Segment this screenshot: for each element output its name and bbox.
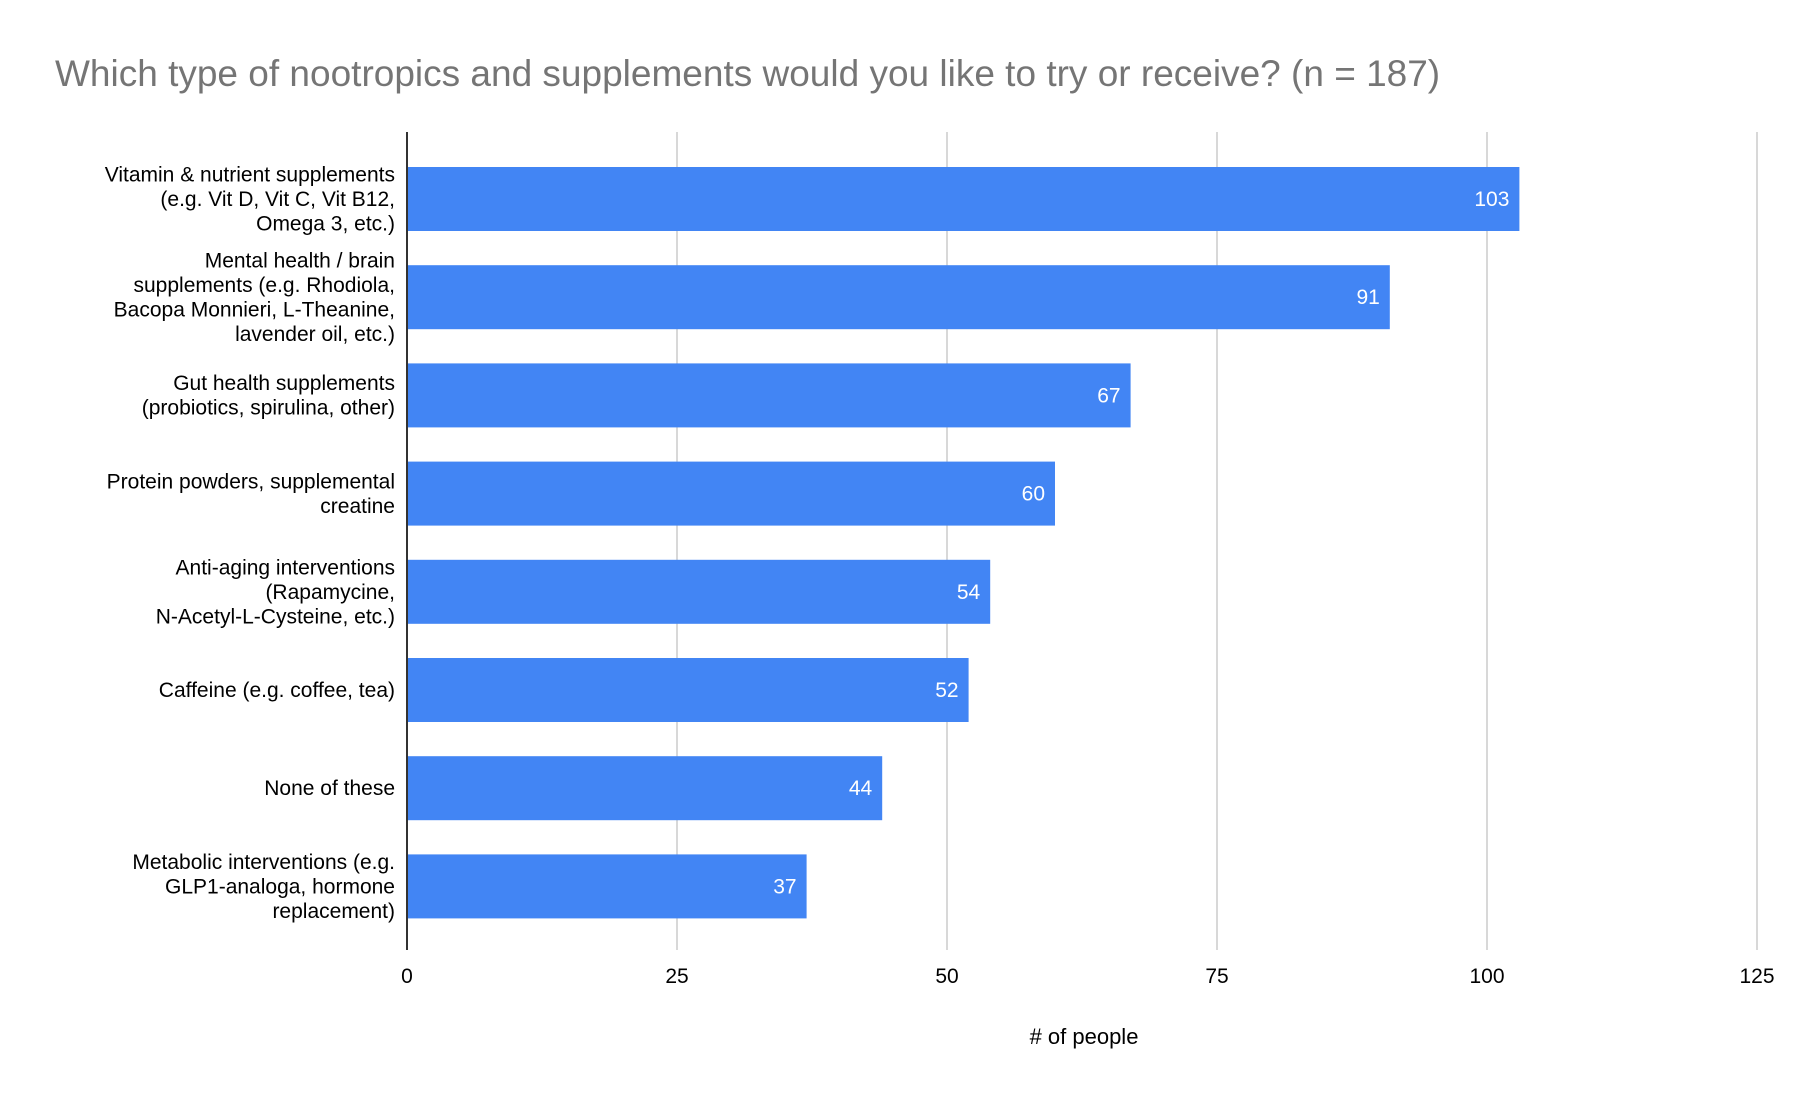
data-label: 44 [849, 777, 873, 800]
category-label: None of these [264, 777, 395, 800]
bar [407, 265, 1390, 330]
chart-title: Which type of nootropics and supplements… [55, 53, 1440, 94]
x-axis-label: # of people [1030, 1024, 1139, 1049]
bar [407, 658, 969, 722]
x-tick-label: 50 [935, 965, 958, 988]
bar [407, 854, 807, 919]
category-label: Metabolic interventions (e.g. GLP1-analog… [132, 851, 395, 923]
bar [407, 167, 1520, 231]
data-label: 37 [773, 875, 796, 898]
data-label: 54 [957, 581, 981, 604]
data-label: 60 [1022, 483, 1045, 506]
category-label: Vitamin & nutrient supplements (e.g. Vit … [105, 164, 395, 236]
data-labels: 103 91 67 60 54 52 44 37 [773, 188, 1509, 898]
bars [407, 167, 1520, 919]
category-label: Gut health supplements (probiotics, spiru… [142, 372, 395, 420]
gridlines [676, 132, 1758, 950]
data-label: 103 [1474, 188, 1509, 211]
bar [407, 363, 1131, 428]
data-label: 91 [1356, 286, 1379, 309]
x-tick-label: 25 [665, 965, 688, 988]
category-label: Anti-aging interventions (Rapamycine, N-Ac… [156, 556, 395, 628]
data-label: 52 [935, 679, 958, 702]
bar [407, 559, 991, 624]
category-label: Protein powders, supplemental creatine [107, 470, 395, 517]
data-label: 67 [1097, 384, 1120, 407]
x-tick-label: 100 [1469, 965, 1504, 988]
x-tick-labels: 0 25 50 75 100 125 [401, 965, 1774, 988]
bar [407, 461, 1055, 526]
bar [407, 756, 883, 821]
x-tick-label: 125 [1739, 965, 1774, 988]
x-tick-label: 0 [401, 965, 413, 988]
x-tick-label: 75 [1205, 965, 1228, 988]
category-label: Mental health / brain supplements (e.g. R… [114, 249, 395, 346]
category-labels: Vitamin & nutrient supplements (e.g. Vit … [105, 164, 395, 923]
category-label: Caffeine (e.g. coffee, tea) [159, 679, 395, 702]
